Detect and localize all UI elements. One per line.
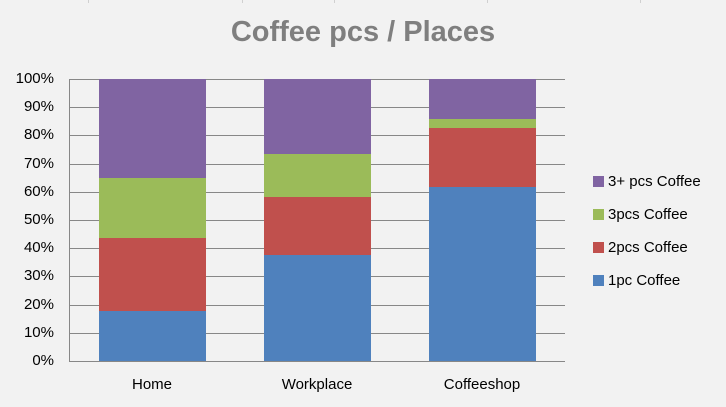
bar-segment[interactable] (429, 79, 536, 120)
legend-item[interactable]: 1pc Coffee (593, 272, 680, 292)
legend-label: 3+ pcs Coffee (608, 173, 701, 190)
x-tick-label: Workplace (281, 376, 353, 393)
y-tick-label: 20% (23, 296, 54, 313)
x-tick-label: Coffeeshop (443, 376, 521, 393)
legend-swatch (593, 175, 604, 187)
legend-item[interactable]: 2pcs Coffee (593, 239, 688, 259)
bar-segment[interactable] (99, 79, 206, 178)
y-tick-label: 60% (23, 183, 54, 200)
bar-segment[interactable] (264, 196, 371, 255)
y-tick-label: 0% (32, 352, 54, 369)
y-tick-label: 70% (23, 155, 54, 172)
legend-label: 3pcs Coffee (608, 206, 688, 223)
sheet-gridline-tick (242, 0, 243, 3)
gridline (69, 361, 565, 362)
y-tick-label: 30% (23, 267, 54, 284)
y-tick-label: 80% (23, 126, 54, 143)
plot-area[interactable] (69, 79, 565, 362)
legend-label: 1pc Coffee (608, 272, 681, 289)
y-tick-label: 50% (23, 211, 54, 228)
bar-segment[interactable] (99, 311, 206, 361)
sheet-gridline-tick (334, 0, 335, 3)
bar-segment[interactable] (99, 238, 206, 312)
sheet-gridline-tick (88, 0, 89, 3)
bar-segment[interactable] (429, 187, 536, 361)
sheet-gridline-tick (487, 0, 488, 3)
legend-swatch (593, 241, 604, 253)
sheet-gridline-tick (640, 0, 641, 3)
y-tick-label: 40% (23, 239, 54, 256)
bar-coffeeshop[interactable] (429, 79, 536, 361)
legend-swatch (593, 208, 604, 220)
bar-workplace[interactable] (264, 79, 371, 361)
y-tick-label: 100% (15, 70, 54, 87)
legend-label: 2pcs Coffee (608, 239, 688, 256)
bar-segment[interactable] (264, 154, 371, 197)
legend-item[interactable]: 3pcs Coffee (593, 206, 688, 226)
bar-segment[interactable] (99, 178, 206, 239)
y-tick-label: 10% (23, 324, 54, 341)
legend-swatch (593, 274, 604, 286)
bar-segment[interactable] (264, 79, 371, 155)
x-tick-label: Home (131, 376, 172, 393)
bar-segment[interactable] (429, 128, 536, 188)
y-tick-label: 90% (23, 98, 54, 115)
bar-segment[interactable] (429, 119, 536, 129)
bar-segment[interactable] (264, 254, 371, 361)
chart-title: Coffee pcs / Places (230, 16, 496, 48)
legend-item[interactable]: 3+ pcs Coffee (593, 173, 701, 193)
bar-home[interactable] (99, 79, 206, 361)
